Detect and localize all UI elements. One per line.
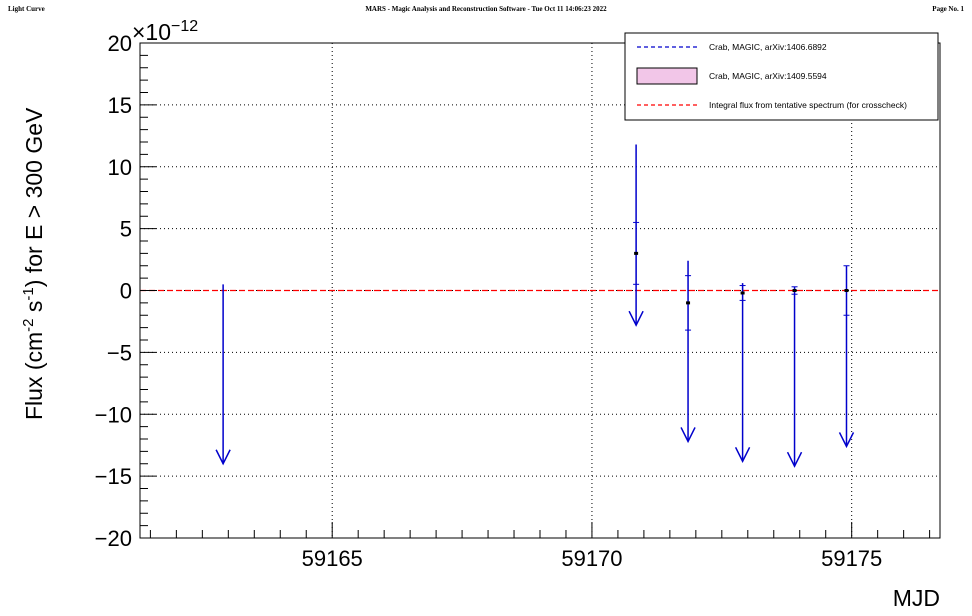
legend-swatch-pink-band (636, 67, 698, 85)
y-tick-label: 15 (108, 93, 132, 118)
upper-limit-arrow (215, 449, 231, 466)
y-tick-label: −15 (95, 464, 132, 489)
y-tick-label: −5 (107, 340, 132, 365)
y-axis-title: Flux (cm-2 s-1) for E > 300 GeV (20, 107, 47, 420)
data-layer (215, 144, 855, 468)
legend-label-3: Integral flux from tentative spectrum (f… (709, 100, 907, 110)
data-point (634, 251, 639, 255)
upper-limit-arrow (628, 310, 644, 327)
data-point (686, 301, 691, 305)
y-tick-label: −10 (95, 402, 132, 427)
y-exponent-label: ×10−12 (132, 18, 198, 45)
y-tick-label: −20 (95, 526, 132, 551)
data-point (844, 289, 849, 292)
upper-limit-arrow (838, 432, 855, 449)
upper-limit-arrow (734, 446, 751, 463)
x-axis-title: MJD (893, 585, 940, 611)
tick-layer (140, 42, 931, 539)
upper-limit-arrow (786, 451, 803, 468)
label-layer: −20 −15 −10 −5 0 5 10 15 20 59165 59170 59175 (95, 31, 883, 571)
legend-label-2: Crab, MAGIC, arXiv:1409.5594 (709, 71, 827, 81)
data-point (792, 289, 797, 292)
y-tick-label: 0 (120, 279, 132, 304)
x-tick-label: 59170 (561, 546, 622, 571)
x-tick-label: 59175 (821, 546, 882, 571)
data-point (740, 291, 745, 295)
header-title: MARS - Magic Analysis and Reconstruction… (365, 5, 607, 13)
legend-label-1: Crab, MAGIC, arXiv:1406.6892 (709, 42, 827, 52)
y-tick-label: 10 (108, 155, 132, 180)
header-left-label: Light Curve (8, 5, 45, 13)
legend: Crab, MAGIC, arXiv:1406.6892 Crab, MAGIC… (624, 32, 939, 121)
x-tick-label: 59165 (302, 546, 363, 571)
header-page-number: Page No. 1 (932, 5, 964, 13)
y-tick-label: 5 (120, 217, 132, 242)
upper-limit-arrow (680, 427, 696, 444)
y-tick-label: 20 (108, 31, 132, 56)
